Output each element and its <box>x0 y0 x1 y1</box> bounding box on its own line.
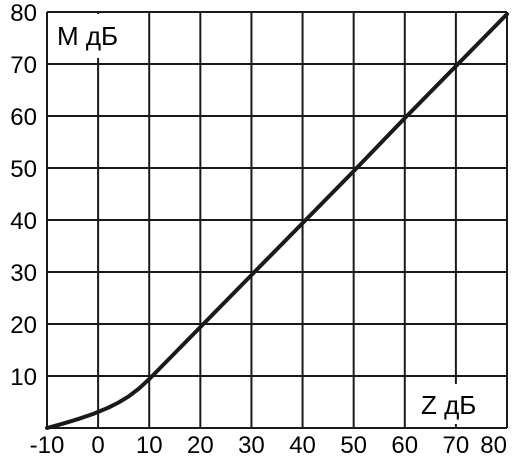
series-layer <box>45 12 509 430</box>
x-tick-label: 60 <box>391 432 418 459</box>
grid <box>46 11 508 429</box>
x-axis-title: Z дБ <box>421 390 476 420</box>
x-tick-label: 80 <box>480 432 507 459</box>
y-tick-label: 20 <box>10 312 37 339</box>
x-tick-label: 0 <box>91 432 104 459</box>
y-axis-title: M дБ <box>57 21 118 51</box>
y-tick-label: 10 <box>10 364 37 391</box>
y-tick-label: 40 <box>10 208 37 235</box>
y-tick-label: 70 <box>10 52 37 79</box>
y-tick-label: 50 <box>10 156 37 183</box>
tick-labels: -10 0 10 20 30 40 50 60 70 80 10 20 30 40 50 60 70 80 <box>10 0 507 459</box>
y-tick-label: 80 <box>10 0 37 27</box>
x-tick-label: 70 <box>443 432 470 459</box>
y-tick-label: 60 <box>10 104 37 131</box>
y-tick-label: 30 <box>10 260 37 287</box>
x-tick-label: -10 <box>30 432 65 459</box>
x-tick-label: 20 <box>187 432 214 459</box>
series-line-0 <box>45 12 509 430</box>
x-tick-label: 10 <box>136 432 163 459</box>
x-axis-title-box <box>410 384 502 424</box>
x-tick-label: 30 <box>238 432 265 459</box>
y-axis-title-box <box>50 14 136 58</box>
x-tick-label: 40 <box>289 432 316 459</box>
x-tick-label: 50 <box>340 432 367 459</box>
